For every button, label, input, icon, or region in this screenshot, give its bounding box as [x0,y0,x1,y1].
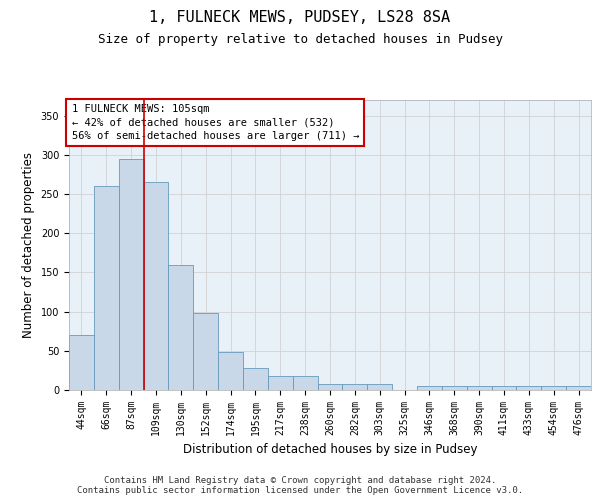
Y-axis label: Number of detached properties: Number of detached properties [22,152,35,338]
Bar [343,384,367,390]
X-axis label: Distribution of detached houses by size in Pudsey: Distribution of detached houses by size … [183,444,477,456]
Bar [243,368,268,390]
Bar [69,335,94,390]
Bar [367,384,392,390]
Text: Contains HM Land Registry data © Crown copyright and database right 2024.
Contai: Contains HM Land Registry data © Crown c… [77,476,523,495]
Bar [566,386,591,390]
Text: 1 FULNECK MEWS: 105sqm
← 42% of detached houses are smaller (532)
56% of semi-de: 1 FULNECK MEWS: 105sqm ← 42% of detached… [71,104,359,141]
Bar [317,384,343,390]
Bar [293,376,317,390]
Bar [268,376,293,390]
Bar [491,386,517,390]
Text: Size of property relative to detached houses in Pudsey: Size of property relative to detached ho… [97,32,503,46]
Bar [143,182,169,390]
Bar [541,386,566,390]
Bar [193,313,218,390]
Bar [169,264,193,390]
Bar [94,186,119,390]
Bar [417,386,442,390]
Bar [517,386,541,390]
Bar [467,386,491,390]
Bar [119,159,143,390]
Bar [218,352,243,390]
Text: 1, FULNECK MEWS, PUDSEY, LS28 8SA: 1, FULNECK MEWS, PUDSEY, LS28 8SA [149,10,451,25]
Bar [442,386,467,390]
